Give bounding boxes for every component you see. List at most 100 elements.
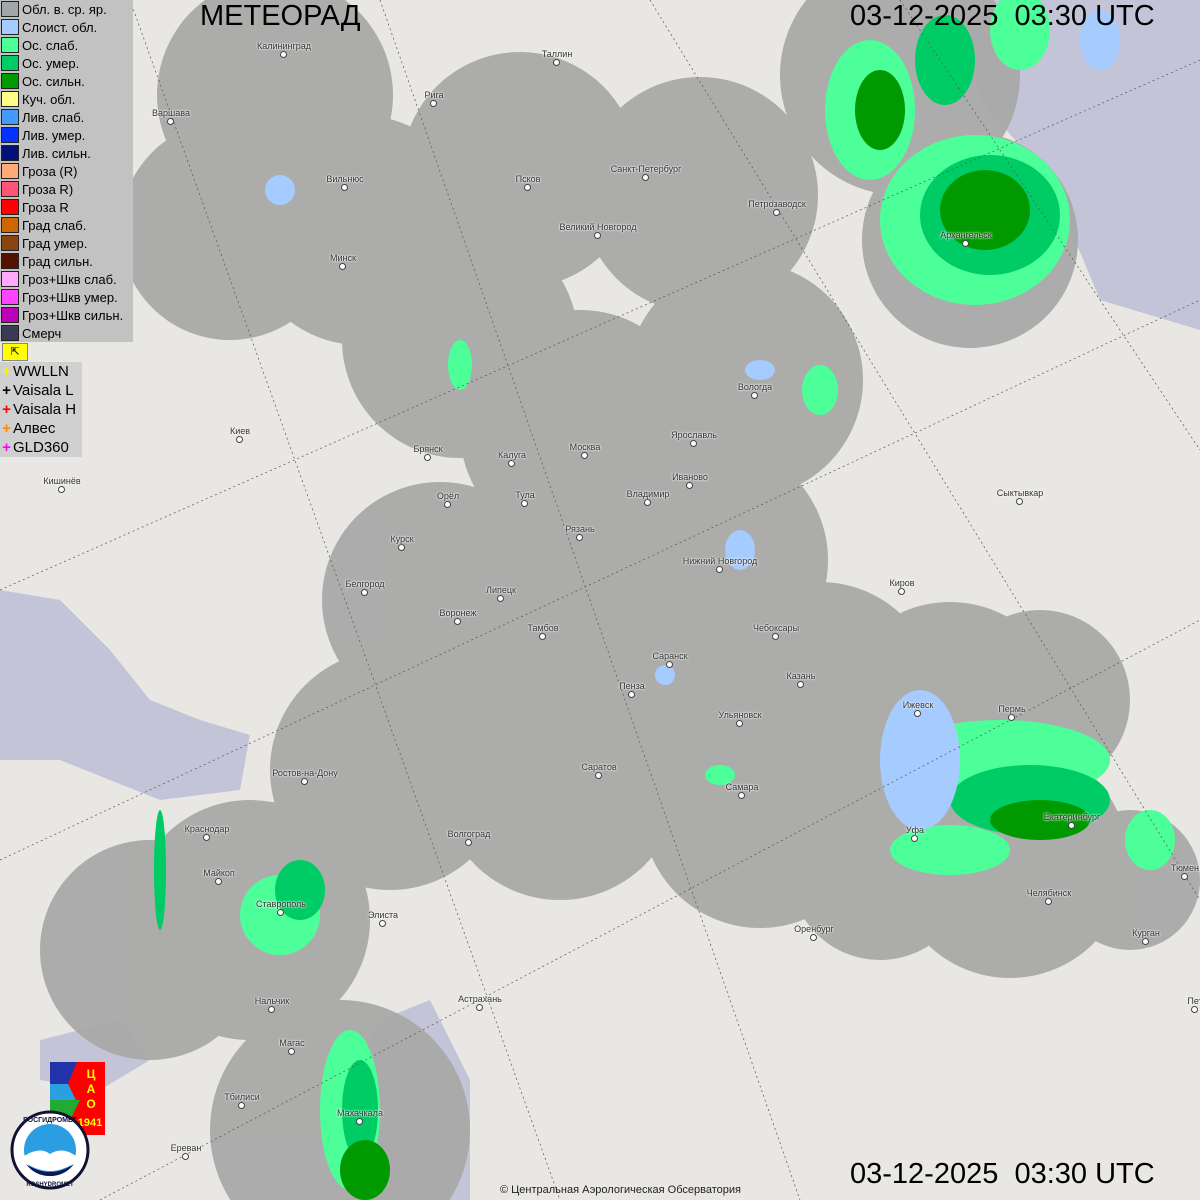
legend-label: Лив. сильн. <box>22 145 91 161</box>
legend-swatch <box>1 253 19 269</box>
city-marker <box>454 618 461 625</box>
city-marker <box>444 501 451 508</box>
legend-label: Гроз+Шкв умер. <box>22 289 118 305</box>
city-label: Минск <box>330 253 356 263</box>
city-marker <box>581 452 588 459</box>
city-label: Казань <box>786 671 816 681</box>
city-label: Великий Новгород <box>559 222 637 232</box>
city-marker <box>356 1118 363 1125</box>
legend-swatch <box>1 55 19 71</box>
precipitation-echo <box>1080 10 1120 70</box>
city-label: Екатеринбург <box>1043 812 1101 822</box>
legend-label: Гроз+Шкв сильн. <box>22 307 124 323</box>
legend-label: Гроза R <box>22 199 69 215</box>
city-marker <box>553 59 560 66</box>
city-label: Нальчик <box>254 996 290 1006</box>
city-label: Калуга <box>497 450 527 460</box>
city-marker <box>465 839 472 846</box>
city-marker <box>736 720 743 727</box>
city-marker <box>576 534 583 541</box>
legend-swatch <box>1 37 19 53</box>
city-label: Оренбург <box>794 924 834 934</box>
city-marker <box>690 440 697 447</box>
city-marker <box>521 500 528 507</box>
crosshair-icon: + <box>2 439 11 456</box>
city-marker <box>1045 898 1052 905</box>
city-label: Тула <box>515 490 535 500</box>
city-marker <box>773 209 780 216</box>
legend-item: Куч. обл. <box>0 90 133 108</box>
city-label: Киев <box>229 426 251 436</box>
city-label: Сыктывкар <box>996 488 1044 498</box>
legend-label: Слоист. обл. <box>22 19 98 35</box>
city-label: Уфа <box>905 825 925 835</box>
legend-label: Обл. в. ср. яр. <box>22 1 107 17</box>
legend-item: Слоист. обл. <box>0 18 133 36</box>
city-marker <box>738 792 745 799</box>
timestamp-bottom: 03-12-2025 03:30 UTC <box>850 1158 1155 1190</box>
legend-swatch <box>1 289 19 305</box>
city-label: Кишинёв <box>43 476 81 486</box>
lightning-source-toggle[interactable]: + Vaisala L <box>0 381 82 400</box>
city-label: Иваново <box>672 472 708 482</box>
city-marker <box>666 661 673 668</box>
city-marker <box>339 263 346 270</box>
lightning-source-toggle[interactable]: + Vaisala H <box>0 400 82 419</box>
city-label: Элиста <box>368 910 398 920</box>
legend-swatch <box>1 271 19 287</box>
city-marker <box>215 878 222 885</box>
city-label: Липецк <box>486 585 516 595</box>
radar-coverage-circle <box>120 120 340 340</box>
lightning-label: Vaisala L <box>13 382 74 399</box>
city-label: Чебоксары <box>752 623 800 633</box>
legend-label: Град слаб. <box>22 217 87 233</box>
city-label: Саратов <box>581 762 617 772</box>
svg-text:1941: 1941 <box>78 1117 102 1129</box>
city-marker <box>644 499 651 506</box>
city-marker <box>686 482 693 489</box>
precipitation-echo <box>342 1060 378 1160</box>
lightning-source-toggle[interactable]: + GLD360 <box>0 438 82 457</box>
legend-swatch <box>1 1 19 17</box>
city-label: Вологда <box>737 382 773 392</box>
city-marker <box>277 909 284 916</box>
city-marker <box>594 232 601 239</box>
city-marker <box>288 1048 295 1055</box>
precipitation-echo <box>275 860 325 920</box>
city-label: Москва <box>569 442 601 452</box>
lightning-source-toggle[interactable]: + WWLLN <box>0 362 82 381</box>
legend-item: Гроза R) <box>0 180 133 198</box>
city-label: Киров <box>889 578 915 588</box>
copyright: © Центральная Аэрологическая Обсерватори… <box>500 1184 741 1196</box>
city-label: Брянск <box>413 444 443 454</box>
city-marker <box>898 588 905 595</box>
city-label: Магас <box>279 1038 305 1048</box>
legend-item: Ос. умер. <box>0 54 133 72</box>
legend-item: Град умер. <box>0 234 133 252</box>
city-label: Тамбов <box>527 623 559 633</box>
precipitation-echo <box>340 1140 390 1200</box>
city-label: Ижевск <box>902 700 934 710</box>
lightning-source-toggle[interactable]: + Алвес <box>0 419 82 438</box>
lightning-label: GLD360 <box>13 439 69 456</box>
precipitation-echo <box>940 170 1030 250</box>
precipitation-echo <box>880 690 960 830</box>
city-label: Варшава <box>152 108 190 118</box>
city-label: Тюмен <box>1171 863 1199 873</box>
legend-swatch <box>1 163 19 179</box>
city-label: Волгоград <box>447 829 491 839</box>
city-label: Ростов-на-Дону <box>272 768 338 778</box>
flag-icon[interactable]: ⇱ <box>2 343 28 361</box>
city-marker <box>424 454 431 461</box>
crosshair-icon: + <box>2 363 11 380</box>
city-label: Махачкала <box>337 1108 383 1118</box>
crosshair-icon: + <box>2 401 11 418</box>
lightning-legend: + WWLLN + Vaisala L + Vaisala H + Алвес + GLD360 <box>0 362 82 457</box>
city-label: Самара <box>725 782 759 792</box>
legend-label: Град умер. <box>22 235 88 251</box>
city-marker <box>430 100 437 107</box>
legend-label: Ос. умер. <box>22 55 80 71</box>
city-marker <box>914 710 921 717</box>
precipitation-echo <box>725 530 755 570</box>
